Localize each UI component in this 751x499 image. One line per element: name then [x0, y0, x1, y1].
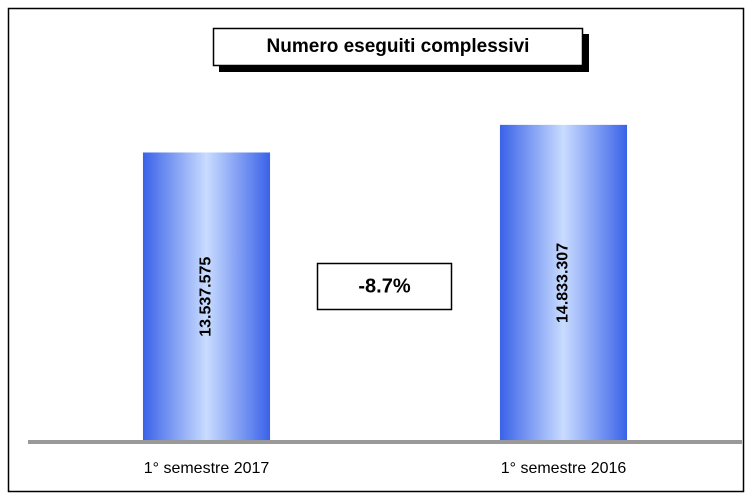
annotation-box [316, 262, 453, 311]
chart-title: Numero eseguiti complessivi [267, 36, 530, 57]
value-label: 13.537.575 [198, 257, 215, 337]
title-box [212, 27, 584, 67]
annotation: -8.7% [358, 275, 410, 297]
value-label: 14.833.307 [555, 243, 572, 323]
bar [499, 124, 628, 441]
chart-frame [7, 7, 745, 493]
bar [142, 152, 271, 441]
x-tick-label: 1° semestre 2017 [144, 460, 270, 477]
x-tick-label: 1° semestre 2016 [501, 460, 627, 477]
